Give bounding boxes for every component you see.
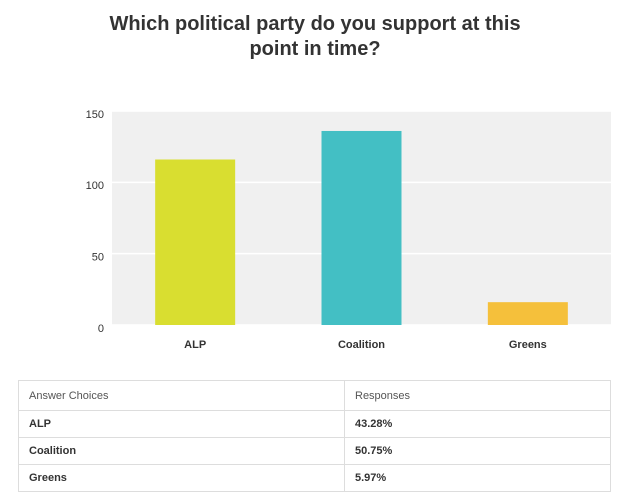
response-cell: 50.75% — [344, 437, 611, 465]
header-cell: Responses — [344, 380, 611, 411]
table-row: Greens 5.97% — [18, 464, 611, 492]
choice-cell: ALP — [18, 410, 345, 438]
table-row: ALP 43.28% — [18, 410, 611, 438]
chart-title: Which political party do you support at … — [109, 13, 521, 60]
y-tick-label: 50 — [92, 252, 104, 264]
bar — [321, 130, 402, 325]
choice-cell: Greens — [18, 464, 345, 492]
chart: 0 50 100 150 ALP Coalition Greens — [86, 109, 611, 351]
choice-cell: Coalition — [18, 437, 345, 465]
y-tick-label: 150 — [86, 109, 104, 121]
y-tick-label: 100 — [86, 180, 104, 192]
x-tick-label: ALP — [184, 339, 206, 351]
y-tick-label: 0 — [98, 323, 104, 335]
x-tick-label: Coalition — [338, 339, 385, 351]
bar — [487, 302, 568, 325]
response-cell: 43.28% — [344, 410, 611, 438]
results-table: Answer Choices Responses ALP 43.28% Coalit… — [18, 380, 611, 492]
table-header: Answer Choices Responses — [18, 380, 611, 411]
x-tick-label: Greens — [509, 339, 547, 351]
response-cell: 5.97% — [344, 464, 611, 492]
table-row: Coalition 50.75% — [18, 437, 611, 465]
bar — [155, 159, 236, 325]
header-cell: Answer Choices — [18, 380, 345, 411]
